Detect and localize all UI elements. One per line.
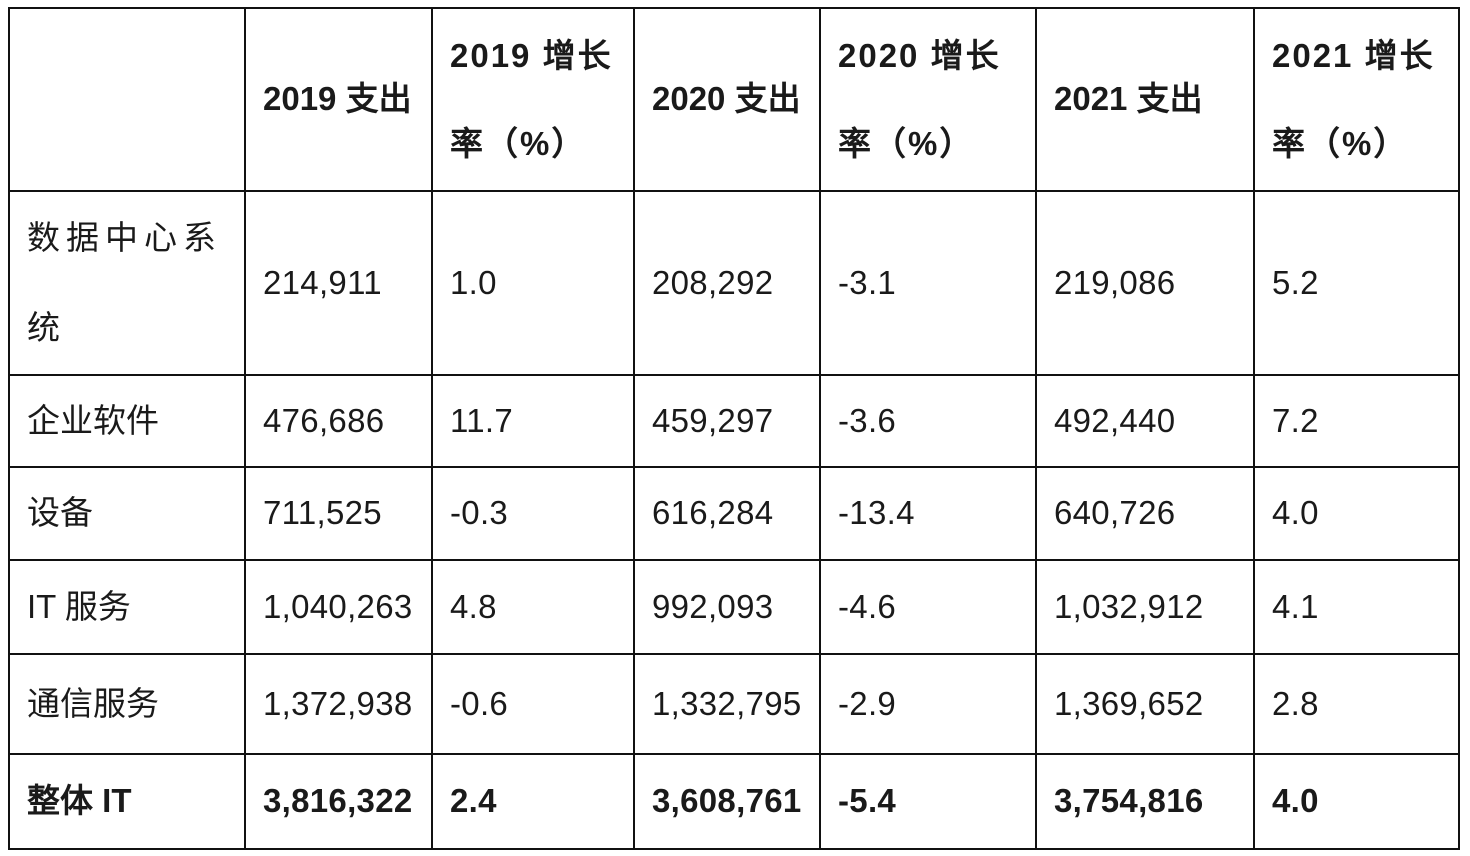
cell-2019-growth: 11.7 [431, 374, 635, 468]
cell-2020-spending: 1,332,795 [633, 653, 821, 755]
cell-2020-growth: -5.4 [819, 753, 1037, 850]
header-2021-growth: 2021 增长率（%） [1253, 7, 1460, 192]
cell-2020-spending: 3,608,761 [633, 753, 821, 850]
cell-2020-spending: 616,284 [633, 466, 821, 561]
table-row: 数据中心系统 214,911 1.0 208,292 -3.1 219,086 … [8, 190, 1460, 376]
table-row: IT 服务 1,040,263 4.8 992,093 -4.6 1,032,9… [8, 559, 1460, 655]
table-row: 企业软件 476,686 11.7 459,297 -3.6 492,440 7… [8, 374, 1460, 468]
cell-2019-spending: 711,525 [244, 466, 433, 561]
cell-2021-growth: 4.0 [1253, 466, 1460, 561]
cell-2021-growth: 2.8 [1253, 653, 1460, 755]
cell-2021-growth: 4.1 [1253, 559, 1460, 655]
cell-2020-spending: 992,093 [633, 559, 821, 655]
header-2020-growth: 2020 增长率（%） [819, 7, 1037, 192]
row-label-data-center: 数据中心系统 [8, 190, 246, 376]
header-2019-spending: 2019 支出 [244, 7, 433, 192]
cell-2020-spending: 208,292 [633, 190, 821, 376]
cell-2019-growth: 1.0 [431, 190, 635, 376]
cell-2021-growth: 4.0 [1253, 753, 1460, 850]
row-label-enterprise-software: 企业软件 [8, 374, 246, 468]
cell-2021-spending: 492,440 [1035, 374, 1255, 468]
cell-2020-growth: -2.9 [819, 653, 1037, 755]
cell-2021-spending: 1,369,652 [1035, 653, 1255, 755]
it-spending-table: 2019 支出 2019 增长率（%） 2020 支出 2020 增长率（%） … [8, 7, 1460, 850]
cell-2020-spending: 459,297 [633, 374, 821, 468]
row-label-overall-it: 整体 IT [8, 753, 246, 850]
cell-2019-growth: -0.6 [431, 653, 635, 755]
cell-2019-spending: 476,686 [244, 374, 433, 468]
cell-2021-spending: 640,726 [1035, 466, 1255, 561]
table-total-row: 整体 IT 3,816,322 2.4 3,608,761 -5.4 3,754… [8, 753, 1460, 850]
cell-2021-spending: 3,754,816 [1035, 753, 1255, 850]
table-row: 通信服务 1,372,938 -0.6 1,332,795 -2.9 1,369… [8, 653, 1460, 755]
cell-2020-growth: -3.1 [819, 190, 1037, 376]
cell-2019-growth: -0.3 [431, 466, 635, 561]
cell-2021-spending: 1,032,912 [1035, 559, 1255, 655]
cell-2019-spending: 214,911 [244, 190, 433, 376]
header-corner-cell [8, 7, 246, 192]
cell-2020-growth: -13.4 [819, 466, 1037, 561]
cell-2020-growth: -4.6 [819, 559, 1037, 655]
cell-2021-growth: 7.2 [1253, 374, 1460, 468]
header-2019-growth: 2019 增长率（%） [431, 7, 635, 192]
cell-2019-spending: 1,372,938 [244, 653, 433, 755]
header-2020-spending: 2020 支出 [633, 7, 821, 192]
cell-2020-growth: -3.6 [819, 374, 1037, 468]
header-2021-spending: 2021 支出 [1035, 7, 1255, 192]
row-label-communication-services: 通信服务 [8, 653, 246, 755]
cell-2019-growth: 2.4 [431, 753, 635, 850]
cell-2021-growth: 5.2 [1253, 190, 1460, 376]
cell-2019-spending: 3,816,322 [244, 753, 433, 850]
cell-2019-growth: 4.8 [431, 559, 635, 655]
cell-2019-spending: 1,040,263 [244, 559, 433, 655]
row-label-devices: 设备 [8, 466, 246, 561]
cell-2021-spending: 219,086 [1035, 190, 1255, 376]
row-label-it-services: IT 服务 [8, 559, 246, 655]
table-header-row: 2019 支出 2019 增长率（%） 2020 支出 2020 增长率（%） … [8, 7, 1460, 192]
table-row: 设备 711,525 -0.3 616,284 -13.4 640,726 4.… [8, 466, 1460, 561]
